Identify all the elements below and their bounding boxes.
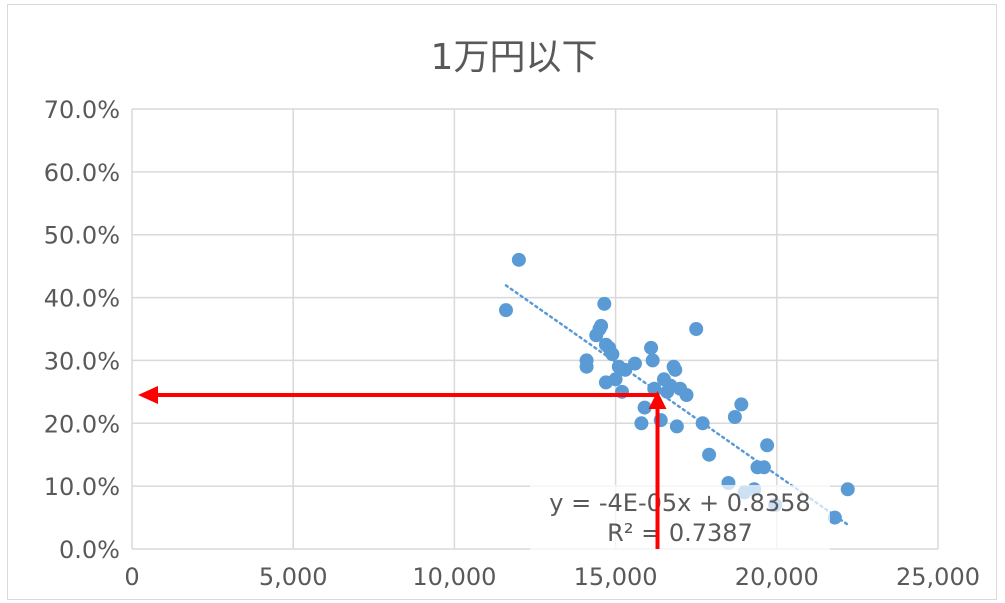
data-point [579,359,594,374]
equation-background [530,485,830,551]
data-point [727,410,742,424]
data-point [645,353,660,368]
annotation-arrows [138,386,667,549]
trendline-layer [504,284,849,526]
y-tick-label: 60.0% [44,159,120,187]
data-points [498,252,855,525]
x-tick-label: 20,000 [735,563,819,591]
data-point [668,362,683,377]
x-tick-label: 5,000 [259,563,328,591]
y-tick-label: 0.0% [59,536,120,564]
y-tick-label: 10.0% [44,473,120,501]
data-point [827,510,842,525]
data-point [498,303,513,318]
data-point [840,482,855,497]
data-point [760,438,775,453]
r-squared-text: R² = 0.7387 [607,519,753,547]
vertical-arrow-head [648,391,667,409]
x-tick-label: 25,000 [896,563,980,591]
x-tick-label: 15,000 [574,563,658,591]
y-tick-label: 30.0% [44,347,120,375]
x-axis-tick-labels: 0 5,000 10,000 15,000 20,000 25,000 [124,563,980,591]
data-point [634,416,649,431]
data-point [756,460,771,475]
scatter-chart: 1万円以下 0.0% 10.0% 20.0% 30.0% 40.0% 50.0% 60.0%… [44,37,980,591]
chart-frame: 1万円以下 0.0% 10.0% 20.0% 30.0% 40.0% 50.0% 60.0%… [7,4,997,600]
data-point [644,340,659,355]
gridlines [131,108,939,550]
data-point [637,400,652,415]
trendline-equation-text: y = -4E-05x + 0.8358 [549,489,810,517]
data-point [511,252,526,267]
data-point [594,318,609,333]
y-tick-label: 50.0% [44,222,120,250]
data-point [734,397,749,412]
trendline [504,284,849,526]
x-tick-label: 10,000 [412,563,496,591]
y-tick-label: 70.0% [44,96,120,124]
data-point [627,356,642,371]
x-tick-label: 0 [124,563,139,591]
y-tick-label: 20.0% [44,410,120,438]
data-point [702,447,717,462]
data-point [679,388,694,402]
y-axis-tick-labels: 0.0% 10.0% 20.0% 30.0% 40.0% 50.0% 60.0% 70.0% [44,96,120,564]
data-point [695,416,710,431]
horizontal-arrow-head [138,386,158,404]
data-point [605,347,620,362]
trendline-equation: y = -4E-05x + 0.8358 R² = 0.7387 [530,485,830,551]
data-point [608,372,623,387]
data-point [597,296,612,311]
chart-title: 1万円以下 [431,37,598,78]
data-point [669,419,684,434]
data-point [689,322,704,336]
y-tick-label: 40.0% [44,285,120,313]
